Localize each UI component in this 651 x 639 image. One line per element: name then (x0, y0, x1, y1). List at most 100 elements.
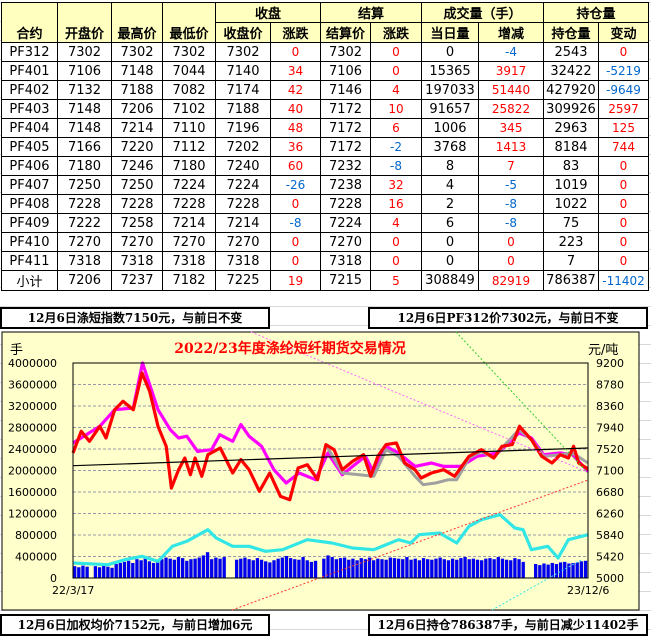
table-cell: 197033 (421, 80, 479, 100)
volume-bar (513, 558, 517, 578)
table-cell: 7132 (57, 80, 112, 100)
table-cell: 223 (543, 232, 599, 252)
table-cell: 7246 (111, 156, 163, 176)
left-tick-label: 1200000 (8, 508, 57, 521)
table-cell: 7302 (320, 42, 371, 62)
table-cell: 1019 (543, 175, 599, 195)
table-cell: 7318 (57, 251, 112, 271)
table-cell: 91657 (421, 99, 479, 119)
header-contract: 合约 (1, 2, 58, 43)
table-cell: 7302 (162, 42, 216, 62)
table-cell: 7174 (215, 80, 271, 100)
table-cell: 0 (270, 42, 321, 62)
group-header: 持仓量 (543, 2, 649, 23)
table-cell: 7302 (57, 42, 112, 62)
table-cell: 1006 (421, 118, 479, 138)
table-cell: 7146 (320, 80, 371, 100)
table-cell: 7220 (111, 137, 163, 157)
table-cell: 36 (270, 137, 321, 157)
table-cell: 0 (421, 42, 479, 62)
table-cell: 10 (370, 99, 422, 119)
volume-bar (446, 560, 451, 578)
volume-bar (484, 558, 488, 578)
index-caption: 12月6日涤短指数7150元，与前日不变 (0, 307, 270, 329)
volume-bar (384, 559, 388, 578)
table-row: 小计 7206 7237 7182 7225 19 7215 5 308849 82919 7863… (1, 270, 649, 291)
volume-bar (189, 559, 193, 578)
table-cell: 25822 (478, 99, 544, 119)
table-cell: 0 (598, 251, 649, 271)
volume-bar (176, 557, 181, 578)
table-cell: 7302 (111, 42, 163, 62)
volume-bar (139, 560, 143, 578)
table-cell: PF401 (1, 61, 58, 81)
volume-bar (97, 567, 102, 578)
table-cell: 75 (543, 213, 599, 233)
table-cell: 2 (421, 194, 479, 214)
left-axis-unit: 手 (10, 343, 23, 358)
table-cell: 0 (598, 175, 649, 195)
table-cell: 0 (478, 232, 544, 252)
volume-bar (309, 561, 314, 578)
volume-bar (197, 557, 201, 578)
left-tick-label: 2000000 (8, 465, 57, 478)
table-cell: 7270 (215, 232, 271, 252)
series-line-2 (71, 371, 589, 502)
volume-bar (259, 559, 264, 578)
table-cell: 7270 (111, 232, 163, 252)
table-cell: 7206 (111, 99, 163, 119)
table-cell: 2963 (543, 118, 599, 138)
volume-bar (480, 560, 484, 578)
trading-chart: 2022/23年度涤纶短纤期货交易情况 手 元/吨 4000000 9200360… (1, 331, 640, 611)
table-cell: -11402 (598, 270, 649, 291)
volume-bar (214, 557, 218, 578)
table-cell: 0 (270, 232, 321, 252)
volume-bar (463, 557, 467, 578)
table-cell: 0 (370, 61, 422, 81)
table-cell: 0 (598, 232, 649, 252)
table-cell: 2597 (598, 99, 649, 119)
table-cell: 32 (370, 175, 422, 195)
table-cell: -8 (478, 194, 544, 214)
volume-bar (359, 558, 363, 578)
table-cell: 15365 (421, 61, 479, 81)
table-cell: 48 (270, 118, 321, 138)
table-cell: 427920 (543, 80, 599, 100)
table-cell: 7318 (215, 251, 271, 271)
volume-bar (272, 560, 276, 578)
table-cell: 7196 (215, 118, 271, 138)
table-cell: 7214 (111, 118, 163, 138)
volume-bar (205, 552, 210, 578)
table-cell: 308849 (421, 270, 479, 291)
table-cell: 7044 (162, 61, 216, 81)
left-tick-label: 800000 (15, 529, 57, 542)
volume-bar (351, 558, 355, 578)
volume-bar (330, 557, 334, 578)
volume-bar (496, 557, 500, 578)
table-cell: 7182 (162, 270, 216, 291)
volume-bar (405, 557, 409, 578)
volume-bar (147, 561, 152, 578)
table-cell: 7238 (320, 175, 371, 195)
table-cell: 0 (598, 213, 649, 233)
right-tick-label: 5000 (596, 572, 624, 585)
table-cell: -8 (270, 213, 321, 233)
table-cell: 4 (421, 175, 479, 195)
table-cell: -8 (370, 156, 422, 176)
volume-bar (467, 559, 471, 578)
table-cell: PF408 (1, 194, 58, 214)
table-cell: 34 (270, 61, 321, 81)
table-row: PF403 7148 7206 7102 7188 40 7172 10 91657 25822 3… (1, 99, 649, 119)
left-tick-label: 0 (50, 572, 57, 585)
header-col: 增减 (478, 22, 544, 43)
right-tick-label: 8360 (596, 400, 624, 413)
right-tick-label: 6680 (596, 486, 624, 499)
left-tick-label: 2800000 (8, 422, 57, 435)
table-cell: 7237 (111, 270, 163, 291)
group-header: 结算 (320, 2, 422, 23)
table-cell: 7202 (215, 137, 271, 157)
table-cell: -9649 (598, 80, 649, 100)
table-cell: 19 (270, 270, 321, 291)
table-cell: 3768 (421, 137, 479, 157)
table-cell: 7172 (320, 99, 371, 119)
